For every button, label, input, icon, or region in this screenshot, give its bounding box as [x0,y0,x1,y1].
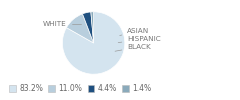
Legend: 83.2%, 11.0%, 4.4%, 1.4%: 83.2%, 11.0%, 4.4%, 1.4% [6,81,154,96]
Text: ASIAN: ASIAN [120,28,150,36]
Text: WHITE: WHITE [42,21,81,27]
Wedge shape [66,14,94,43]
Wedge shape [62,12,125,74]
Wedge shape [83,12,94,43]
Text: HISPANIC: HISPANIC [118,36,161,43]
Wedge shape [91,12,94,43]
Text: BLACK: BLACK [115,44,151,51]
